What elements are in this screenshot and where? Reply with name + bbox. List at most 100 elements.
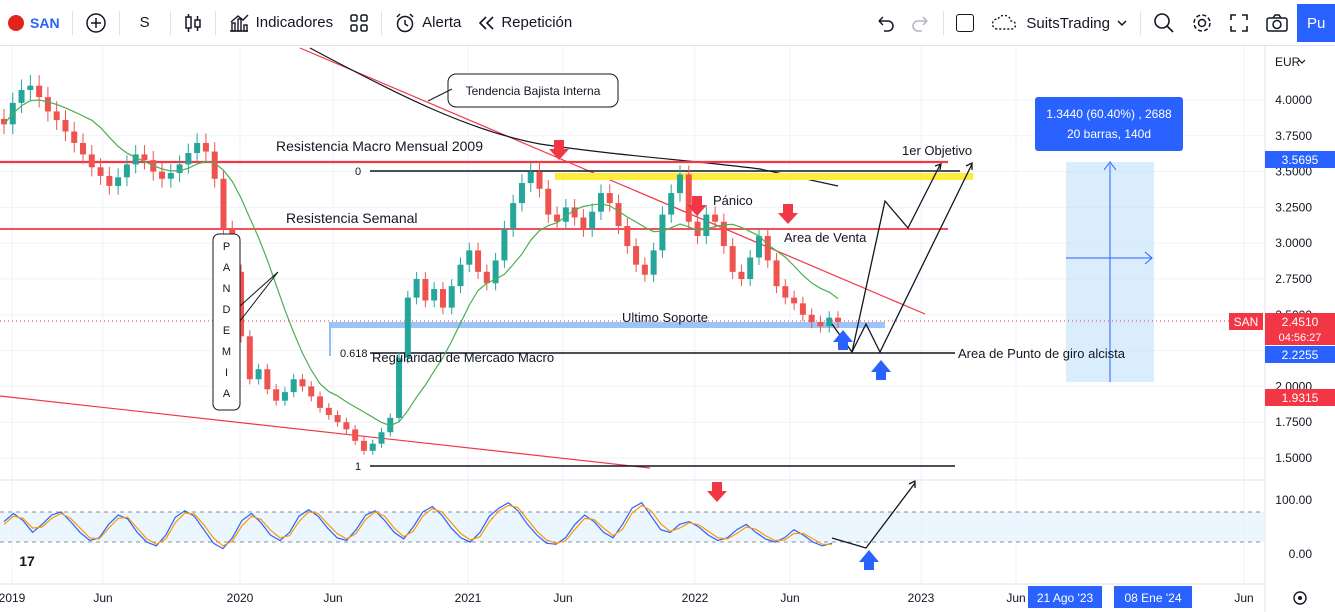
candle[interactable]: [273, 389, 280, 401]
candle[interactable]: [352, 429, 359, 441]
undo-button[interactable]: [867, 0, 903, 46]
candle[interactable]: [159, 171, 166, 179]
candle[interactable]: [791, 297, 798, 304]
candle[interactable]: [53, 111, 60, 121]
candle[interactable]: [764, 236, 771, 261]
candle[interactable]: [826, 317, 833, 327]
oscillator-pane[interactable]: [3, 501, 833, 550]
candle[interactable]: [606, 193, 613, 204]
candle[interactable]: [518, 183, 525, 204]
candle[interactable]: [650, 250, 657, 275]
candle[interactable]: [457, 264, 464, 287]
candle[interactable]: [264, 369, 271, 390]
candle[interactable]: [431, 289, 438, 301]
candle[interactable]: [694, 221, 701, 237]
moving-average-line[interactable]: [3, 99, 839, 427]
candle[interactable]: [80, 142, 87, 155]
candle[interactable]: [1, 118, 7, 125]
candle[interactable]: [343, 422, 350, 430]
snapshot-button[interactable]: [1257, 0, 1297, 46]
candle[interactable]: [211, 151, 218, 179]
candle[interactable]: [71, 131, 78, 143]
axis-settings-button[interactable]: [1293, 591, 1307, 605]
candle[interactable]: [290, 379, 297, 393]
candle[interactable]: [510, 203, 517, 229]
candle[interactable]: [668, 193, 675, 215]
publish-button[interactable]: Pu: [1297, 4, 1335, 42]
candle[interactable]: [615, 203, 622, 227]
candle[interactable]: [536, 171, 543, 189]
layouts-button[interactable]: [341, 0, 377, 46]
projection-path-2[interactable]: [851, 163, 973, 354]
chart-type-button[interactable]: [175, 0, 211, 46]
interval-button[interactable]: S: [124, 0, 166, 46]
candle[interactable]: [659, 214, 666, 251]
candle[interactable]: [220, 178, 227, 229]
descending-trendline[interactable]: [299, 47, 926, 315]
candle[interactable]: [685, 174, 692, 222]
time-ticks[interactable]: 2019 Jun 2020 Jun 2021 Jun 2022 Jun 2023 Jun Jun: [0, 591, 1254, 605]
candle[interactable]: [396, 357, 403, 418]
candle[interactable]: [439, 289, 446, 308]
candle[interactable]: [62, 120, 69, 132]
candle[interactable]: [194, 142, 201, 153]
price-chart[interactable]: 1.3440 (60.40%) , 2688 20 barras, 140d T…: [0, 46, 1335, 612]
candle[interactable]: [44, 97, 51, 112]
candle[interactable]: [703, 214, 710, 237]
candle[interactable]: [799, 303, 806, 315]
candle[interactable]: [782, 286, 789, 298]
currency-label[interactable]: EUR: [1275, 55, 1301, 69]
candle[interactable]: [246, 336, 253, 380]
candle[interactable]: [492, 260, 499, 284]
candle[interactable]: [475, 250, 482, 272]
candle[interactable]: [238, 271, 245, 337]
candle[interactable]: [141, 154, 148, 161]
candle[interactable]: [97, 167, 104, 176]
candle[interactable]: [317, 396, 324, 408]
candle[interactable]: [624, 226, 631, 247]
candle[interactable]: [255, 369, 262, 380]
candle[interactable]: [589, 211, 596, 229]
candle[interactable]: [448, 286, 455, 308]
redo-button[interactable]: [903, 0, 939, 46]
replay-button[interactable]: Repetición: [469, 0, 580, 46]
compare-button[interactable]: [77, 0, 115, 46]
candle[interactable]: [571, 207, 578, 218]
candle[interactable]: [185, 152, 192, 165]
oscillator-projection[interactable]: [831, 482, 916, 549]
candle[interactable]: [36, 85, 43, 98]
candle[interactable]: [369, 443, 376, 451]
candle[interactable]: [835, 317, 841, 322]
candle[interactable]: [817, 321, 824, 327]
candle[interactable]: [404, 297, 411, 358]
candle[interactable]: [729, 246, 736, 272]
candle[interactable]: [308, 386, 315, 397]
symbol-search[interactable]: SAN: [0, 0, 68, 46]
last-support-zone[interactable]: [330, 322, 885, 328]
candle[interactable]: [334, 415, 341, 423]
pandemic-callout[interactable]: [212, 233, 241, 411]
internal-downtrend-line[interactable]: [309, 47, 839, 187]
candle[interactable]: [562, 207, 569, 222]
candle[interactable]: [580, 217, 587, 229]
candle[interactable]: [281, 392, 288, 401]
search-button[interactable]: [1145, 0, 1183, 46]
candle[interactable]: [132, 154, 139, 165]
alert-button[interactable]: Alerta: [386, 0, 469, 46]
candles-series[interactable]: [1, 75, 841, 455]
candle[interactable]: [88, 154, 95, 168]
lower-channel-trendline[interactable]: [0, 395, 651, 469]
target-zone[interactable]: [555, 173, 973, 180]
candle[interactable]: [738, 271, 745, 279]
candle[interactable]: [527, 171, 534, 184]
candle[interactable]: [501, 228, 508, 261]
candle[interactable]: [18, 89, 25, 103]
layout-name-button[interactable]: SuitsTrading: [982, 0, 1136, 46]
candle[interactable]: [106, 175, 113, 186]
candle[interactable]: [202, 142, 209, 152]
candle[interactable]: [422, 279, 429, 301]
candle[interactable]: [554, 214, 561, 222]
candle[interactable]: [641, 264, 648, 275]
candle[interactable]: [712, 214, 719, 222]
settings-button[interactable]: [1183, 0, 1221, 46]
